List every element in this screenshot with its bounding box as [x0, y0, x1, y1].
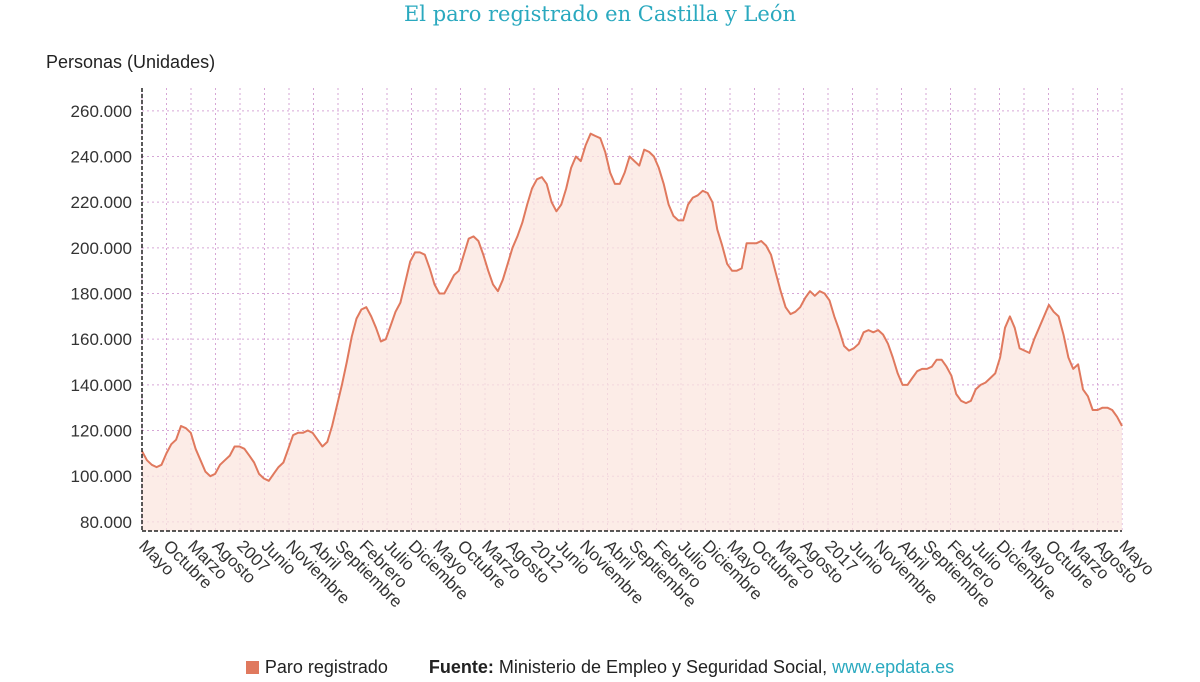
legend-swatch: [245, 661, 259, 674]
y-tick-label: 140.000: [71, 376, 132, 395]
y-tick-label: 80.000: [80, 513, 132, 532]
y-tick-label: 260.000: [71, 102, 132, 121]
legend-label: Paro registrado: [264, 657, 388, 677]
axes: [141, 88, 1122, 532]
chart-title: El paro registrado en Castilla y León: [403, 2, 797, 26]
series-area: [141, 132, 1123, 531]
source-key: Fuente:: [428, 657, 494, 677]
y-tick-label: 200.000: [71, 239, 132, 258]
series-line: [141, 132, 1123, 482]
y-tick-label: 240.000: [71, 148, 132, 167]
chart-footer: Paro registrado Fuente: Ministerio de Em…: [0, 657, 1200, 678]
x-axis-ticks: MayoOctubreMarzoAgosto2007JunioNoviembre…: [135, 536, 1158, 611]
y-tick-label: 220.000: [71, 193, 132, 212]
y-tick-label: 100.000: [71, 467, 132, 486]
y-tick-label: 180.000: [71, 285, 132, 304]
y-tick-label: 160.000: [71, 330, 132, 349]
source-link[interactable]: www.epdata.es: [832, 657, 955, 677]
y-axis-ticks: 80.000 100.000 120.000 140.000 160.000 180.00…: [71, 102, 132, 532]
y-tick-label: 120.000: [71, 422, 132, 441]
y-axis-label: Personas (Unidades): [46, 52, 216, 72]
series-area-fill: [142, 133, 1122, 531]
source-text: Ministerio de Empleo y Seguridad Social,: [498, 657, 828, 677]
